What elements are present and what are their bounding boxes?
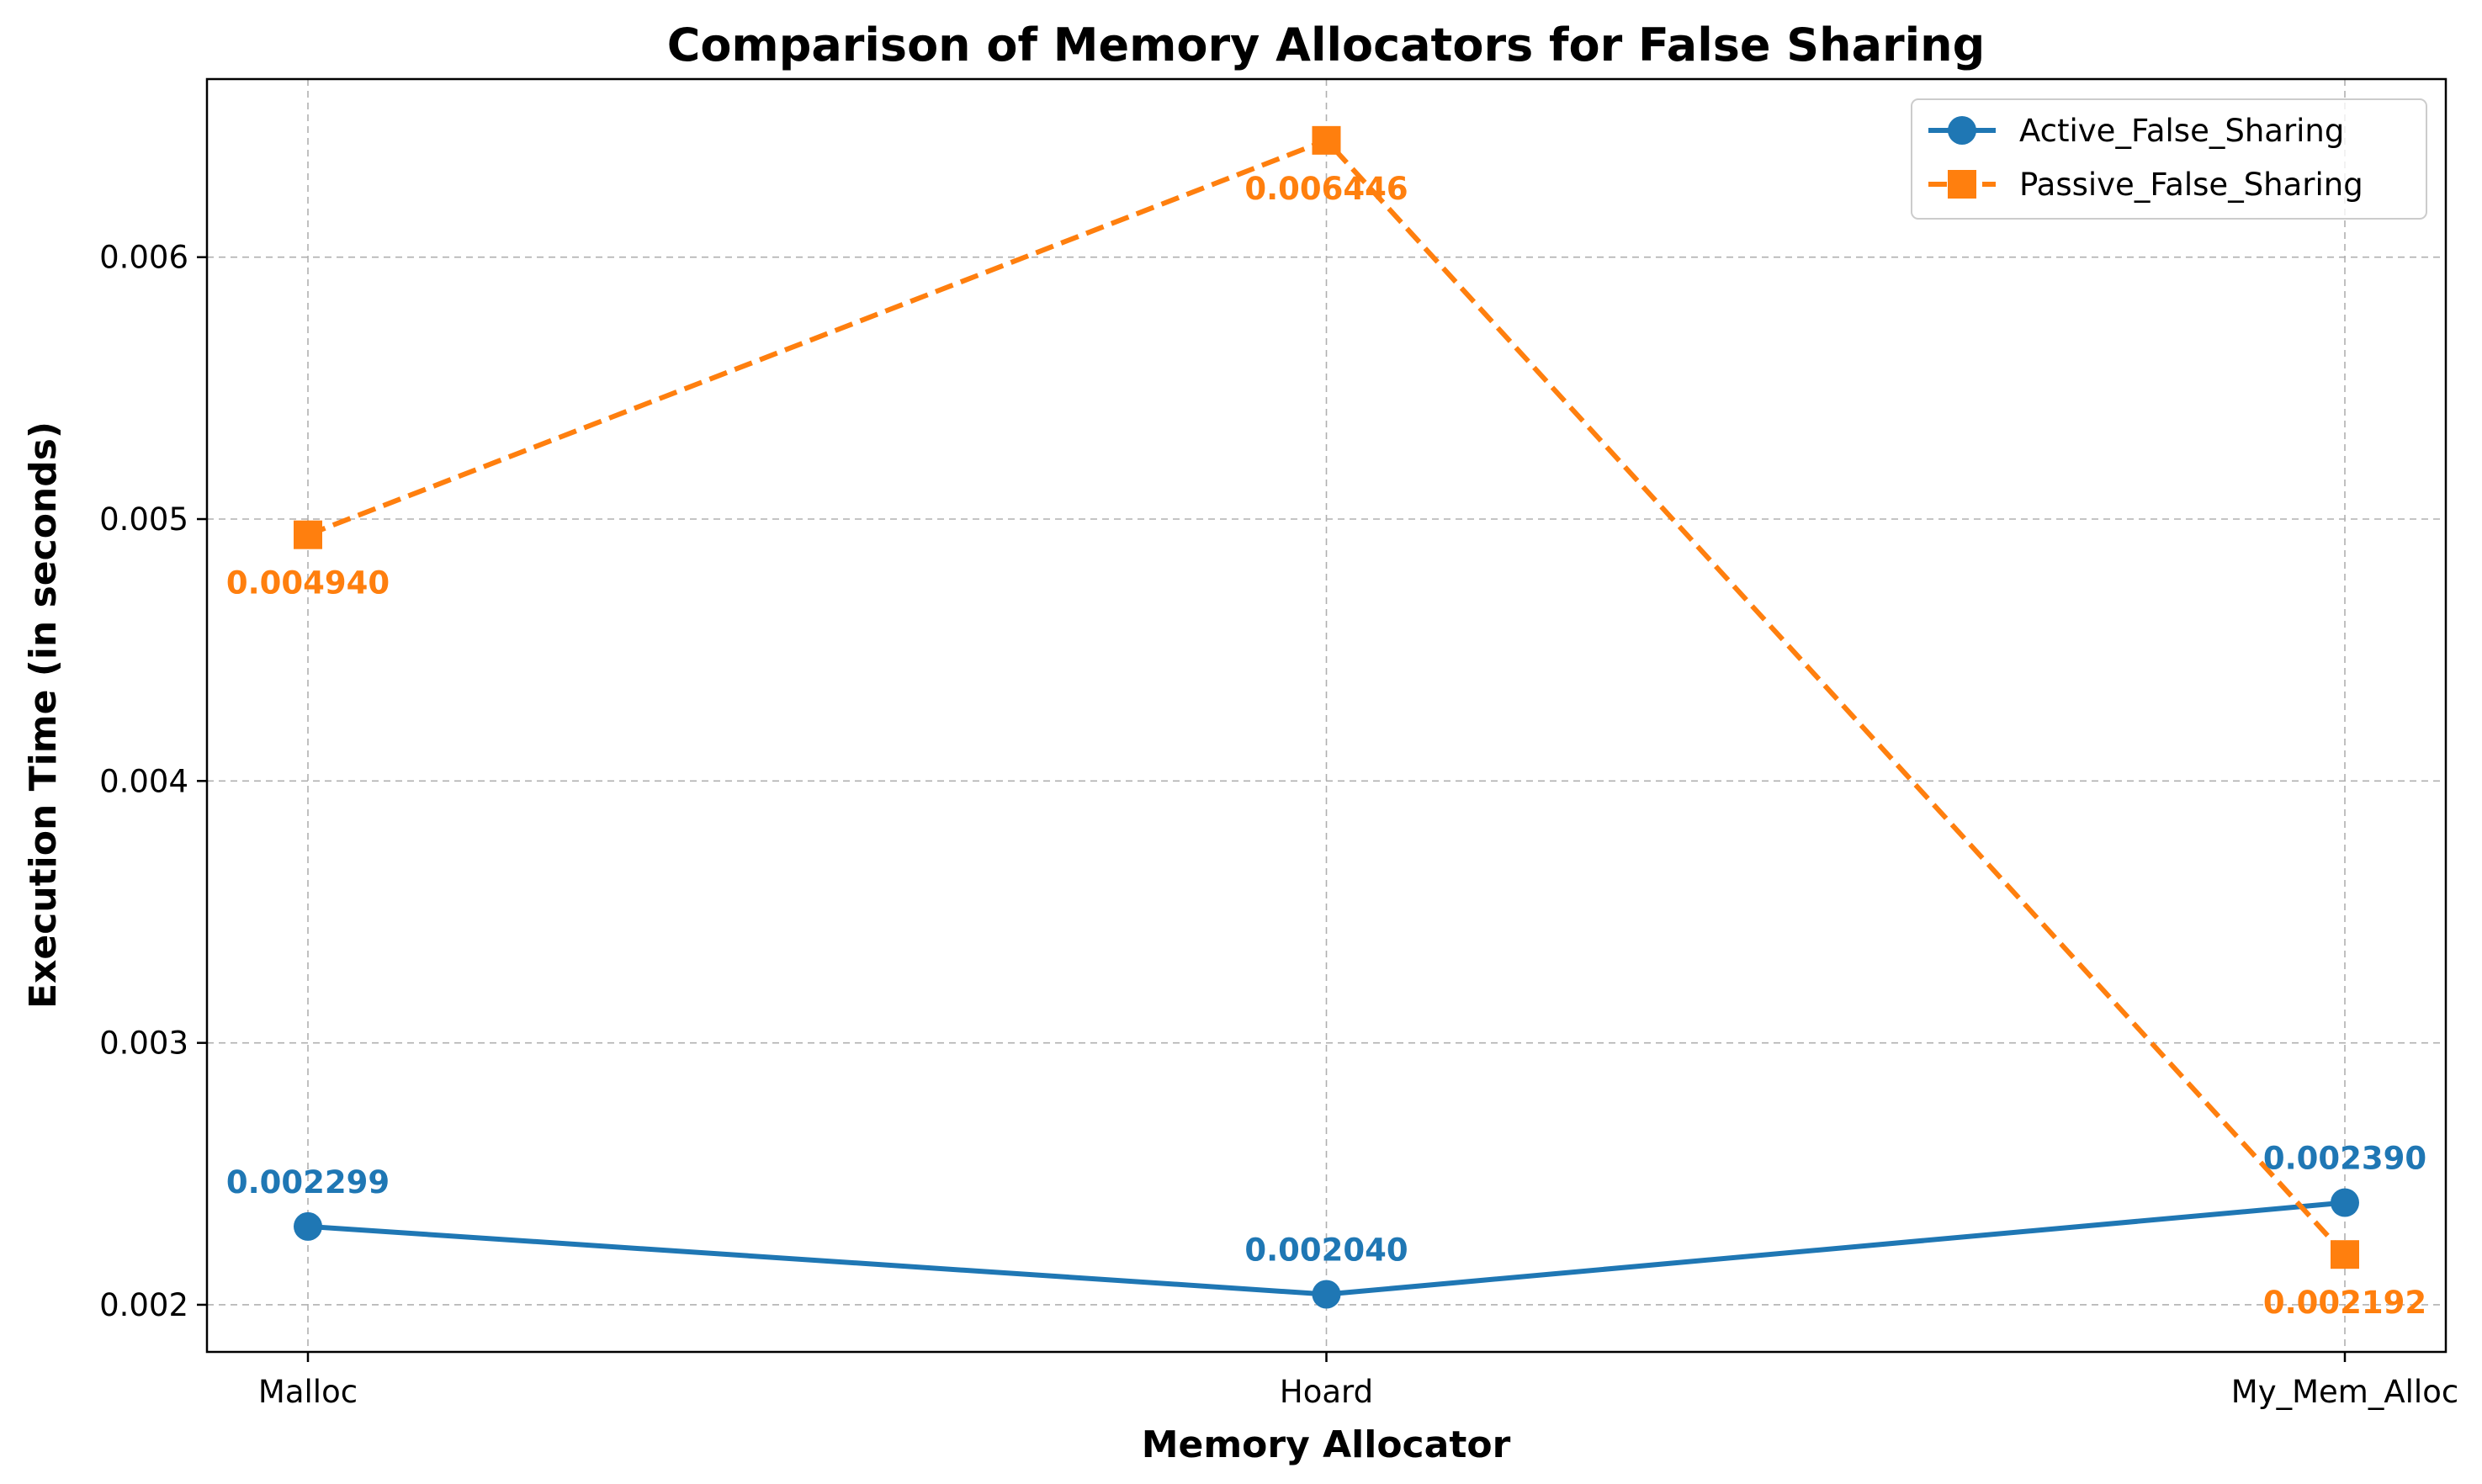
series-layer [294,125,2359,1309]
legend-marker [1948,116,1976,145]
legend-item: Active_False_Sharing [1928,113,2344,149]
data-point [294,1211,322,1241]
y-tick-label: 0.002 [99,1287,188,1323]
data-point [2331,1188,2359,1217]
plot-frame [205,77,2448,1354]
y-axis-ticks: 0.002 0.003 0.004 0.005 0.006 [99,240,207,1323]
data-label: 0.002040 [1244,1232,1408,1269]
y-tick-label: 0.003 [99,1026,188,1062]
data-label: 0.002192 [2263,1285,2426,1321]
data-label: 0.006446 [1244,171,1408,207]
legend-marker [1948,170,1976,199]
data-label: 0.002390 [2263,1141,2426,1177]
grid-layer [207,79,2446,1352]
x-axis-ticks: Malloc Hoard My_Mem_Alloc [258,1352,2458,1410]
data-label: 0.002299 [226,1164,390,1200]
y-tick-label: 0.006 [99,240,188,276]
legend-label: Passive_False_Sharing [2019,167,2363,203]
chart-title: Comparison of Memory Allocators for Fals… [667,19,1986,72]
data-point [1312,125,1341,155]
y-tick-label: 0.005 [99,501,188,538]
data-point [1312,1280,1341,1309]
series-passive-false-sharing [294,125,2359,1269]
data-labels: 0.002299 0.002040 0.002390 0.004940 0.006446… [226,171,2426,1321]
legend-item: Passive_False_Sharing [1928,167,2363,203]
y-axis-label: Execution Time (in seconds) [22,421,65,1009]
data-point [2331,1240,2359,1269]
data-point [294,520,322,549]
x-tick-label: Hoard [1280,1374,1373,1410]
x-tick-label: Malloc [258,1374,358,1410]
series-active-false-sharing [294,1188,2359,1309]
legend: Active_False_Sharing Passive_False_Sharin… [1911,98,2427,220]
x-tick-label: My_Mem_Alloc [2231,1374,2458,1410]
legend-label: Active_False_Sharing [2019,113,2344,149]
legend-box [1911,98,2427,220]
x-axis-label: Memory Allocator [1142,1423,1511,1466]
y-tick-label: 0.004 [99,763,188,799]
data-label: 0.004940 [226,565,390,602]
